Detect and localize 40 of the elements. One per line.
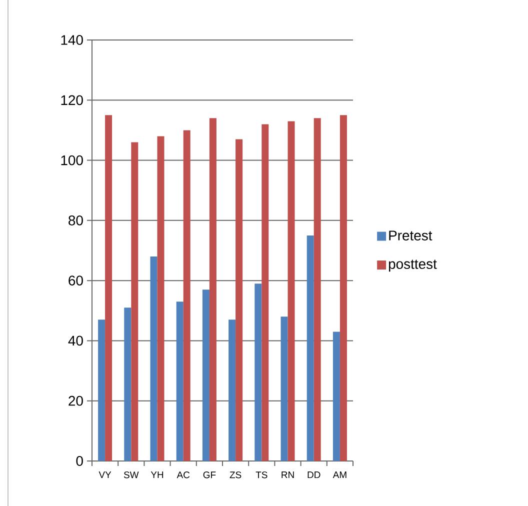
y-tick-label: 80 xyxy=(68,215,83,226)
bar xyxy=(150,256,158,461)
bar xyxy=(183,130,190,461)
bar xyxy=(157,136,164,461)
bar xyxy=(209,118,216,461)
legend-label: posttest xyxy=(388,260,437,272)
bar xyxy=(306,235,314,461)
x-tick-label: SW xyxy=(124,472,139,478)
bar xyxy=(332,332,340,461)
bar xyxy=(176,302,184,461)
x-tick-label: AM xyxy=(332,472,346,478)
y-tick-label: 60 xyxy=(68,276,83,286)
x-tick-label: RN xyxy=(282,472,294,478)
bar xyxy=(202,290,210,461)
bar xyxy=(228,320,236,461)
x-tick-label: GF xyxy=(203,472,216,478)
bar xyxy=(262,124,269,461)
bar xyxy=(288,121,295,461)
y-tick-label: 0 xyxy=(76,456,83,466)
y-tick-label: 40 xyxy=(68,336,83,346)
bar xyxy=(314,118,321,461)
x-tick-label: AC xyxy=(176,472,190,478)
bar xyxy=(105,115,112,461)
bar xyxy=(131,142,138,461)
bar xyxy=(124,308,132,461)
x-tick-label: ZS xyxy=(230,472,242,478)
y-tick-label: 20 xyxy=(68,396,83,406)
x-tick-label: TS xyxy=(256,472,268,478)
y-tick-label: 100 xyxy=(61,155,83,166)
y-tick-label: 140 xyxy=(61,35,83,45)
x-tick-label: DD xyxy=(308,472,320,478)
y-tick-label: 120 xyxy=(61,95,83,106)
x-tick-label: YH xyxy=(150,472,164,478)
x-tick-label: VY xyxy=(98,472,112,478)
bar xyxy=(236,139,243,461)
bar xyxy=(98,320,106,461)
bar xyxy=(254,284,262,461)
bar xyxy=(340,115,347,461)
bar xyxy=(280,316,288,461)
legend-label: Pretest xyxy=(389,230,432,240)
